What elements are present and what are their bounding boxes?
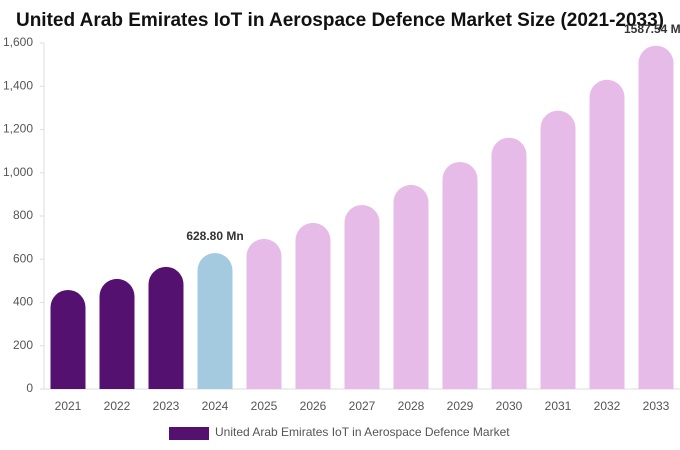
y-tick-label: 1,200 [3, 122, 33, 136]
bar [148, 266, 184, 389]
y-tick-label: 1,000 [3, 165, 33, 179]
x-tick-label: 2030 [496, 399, 523, 413]
bar [491, 137, 527, 389]
x-tick-label: 2033 [643, 399, 670, 413]
chart-title: United Arab Emirates IoT in Aerospace De… [16, 10, 664, 31]
x-tick-label: 2028 [398, 399, 425, 413]
legend-label: United Arab Emirates IoT in Aerospace De… [215, 425, 510, 439]
bar [344, 204, 380, 389]
y-tick-label: 1,600 [3, 35, 33, 49]
x-tick-label: 2032 [594, 399, 621, 413]
x-tick-label: 2027 [349, 399, 376, 413]
bar [638, 45, 674, 390]
value-label: 1587.54 Mn [624, 22, 680, 36]
bar [246, 238, 282, 389]
y-tick-label: 600 [13, 251, 33, 265]
bar [540, 110, 576, 390]
bar [393, 184, 429, 389]
x-tick-label: 2022 [104, 399, 131, 413]
legend-swatch [169, 427, 209, 440]
value-label: 628.80 Mn [186, 229, 243, 243]
x-tick-label: 2026 [300, 399, 327, 413]
bar [442, 161, 478, 389]
bar [589, 79, 625, 389]
x-tick-label: 2025 [251, 399, 278, 413]
bar [99, 278, 135, 389]
bar [50, 289, 86, 389]
y-tick-label: 1,400 [3, 78, 33, 92]
y-tick-label: 200 [13, 338, 33, 352]
y-tick-label: 0 [26, 381, 33, 395]
x-tick-label: 2031 [545, 399, 572, 413]
x-tick-label: 2024 [202, 399, 229, 413]
bar [197, 253, 233, 389]
x-tick-label: 2023 [153, 399, 180, 413]
x-tick-label: 2021 [55, 399, 82, 413]
y-tick-label: 400 [13, 295, 33, 309]
y-tick-label: 800 [13, 208, 33, 222]
bar [295, 222, 331, 389]
x-tick-label: 2029 [447, 399, 474, 413]
